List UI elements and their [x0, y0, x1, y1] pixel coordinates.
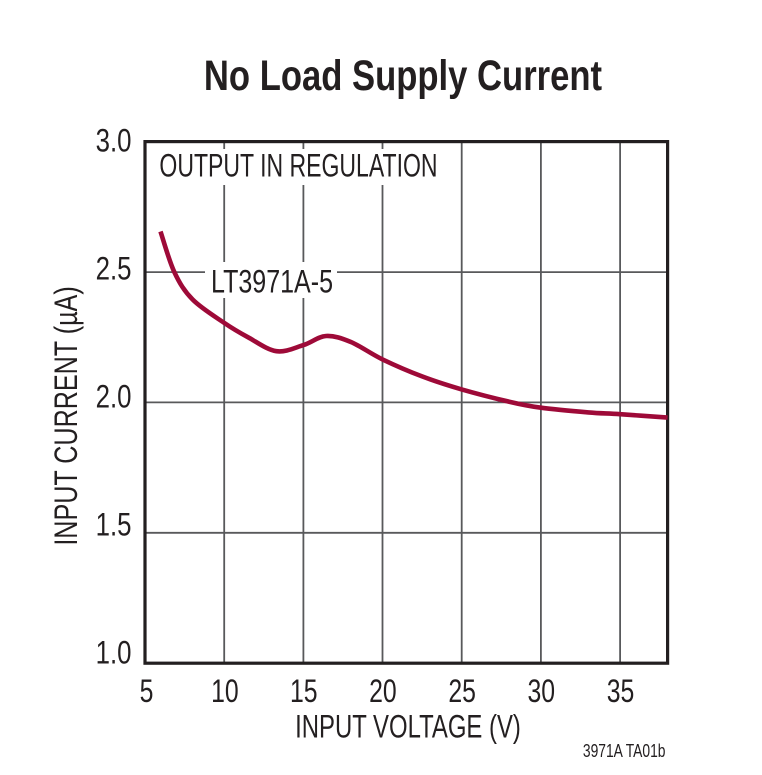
svg-text:No Load Supply Current: No Load Supply Current [204, 53, 602, 100]
svg-text:35: 35 [607, 674, 635, 710]
svg-text:2.5: 2.5 [96, 252, 132, 287]
svg-text:3971A TA01b: 3971A TA01b [583, 741, 666, 761]
svg-text:INPUT CURRENT (µA): INPUT CURRENT (µA) [49, 286, 85, 545]
svg-text:20: 20 [369, 674, 397, 710]
svg-text:10: 10 [211, 674, 239, 710]
svg-text:INPUT VOLTAGE (V): INPUT VOLTAGE (V) [295, 708, 521, 744]
svg-text:25: 25 [448, 674, 476, 710]
svg-text:1.5: 1.5 [96, 508, 132, 543]
svg-text:5: 5 [140, 674, 154, 710]
svg-text:15: 15 [290, 674, 318, 710]
svg-text:2.0: 2.0 [96, 380, 132, 415]
svg-text:1.0: 1.0 [96, 636, 132, 671]
svg-text:OUTPUT IN REGULATION: OUTPUT IN REGULATION [159, 148, 437, 184]
svg-text:3.0: 3.0 [96, 124, 132, 159]
svg-text:LT3971A-5: LT3971A-5 [211, 264, 333, 300]
svg-text:30: 30 [528, 674, 556, 710]
